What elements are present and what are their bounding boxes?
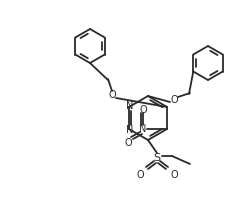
Text: O: O: [139, 105, 147, 115]
Text: S: S: [153, 153, 161, 163]
Text: O: O: [136, 170, 144, 180]
Text: N: N: [139, 124, 147, 134]
Text: N: N: [126, 101, 134, 111]
Text: O: O: [170, 170, 178, 180]
Text: O: O: [108, 90, 116, 100]
Text: N: N: [126, 125, 134, 135]
Text: O: O: [170, 95, 178, 105]
Text: O: O: [124, 138, 132, 148]
